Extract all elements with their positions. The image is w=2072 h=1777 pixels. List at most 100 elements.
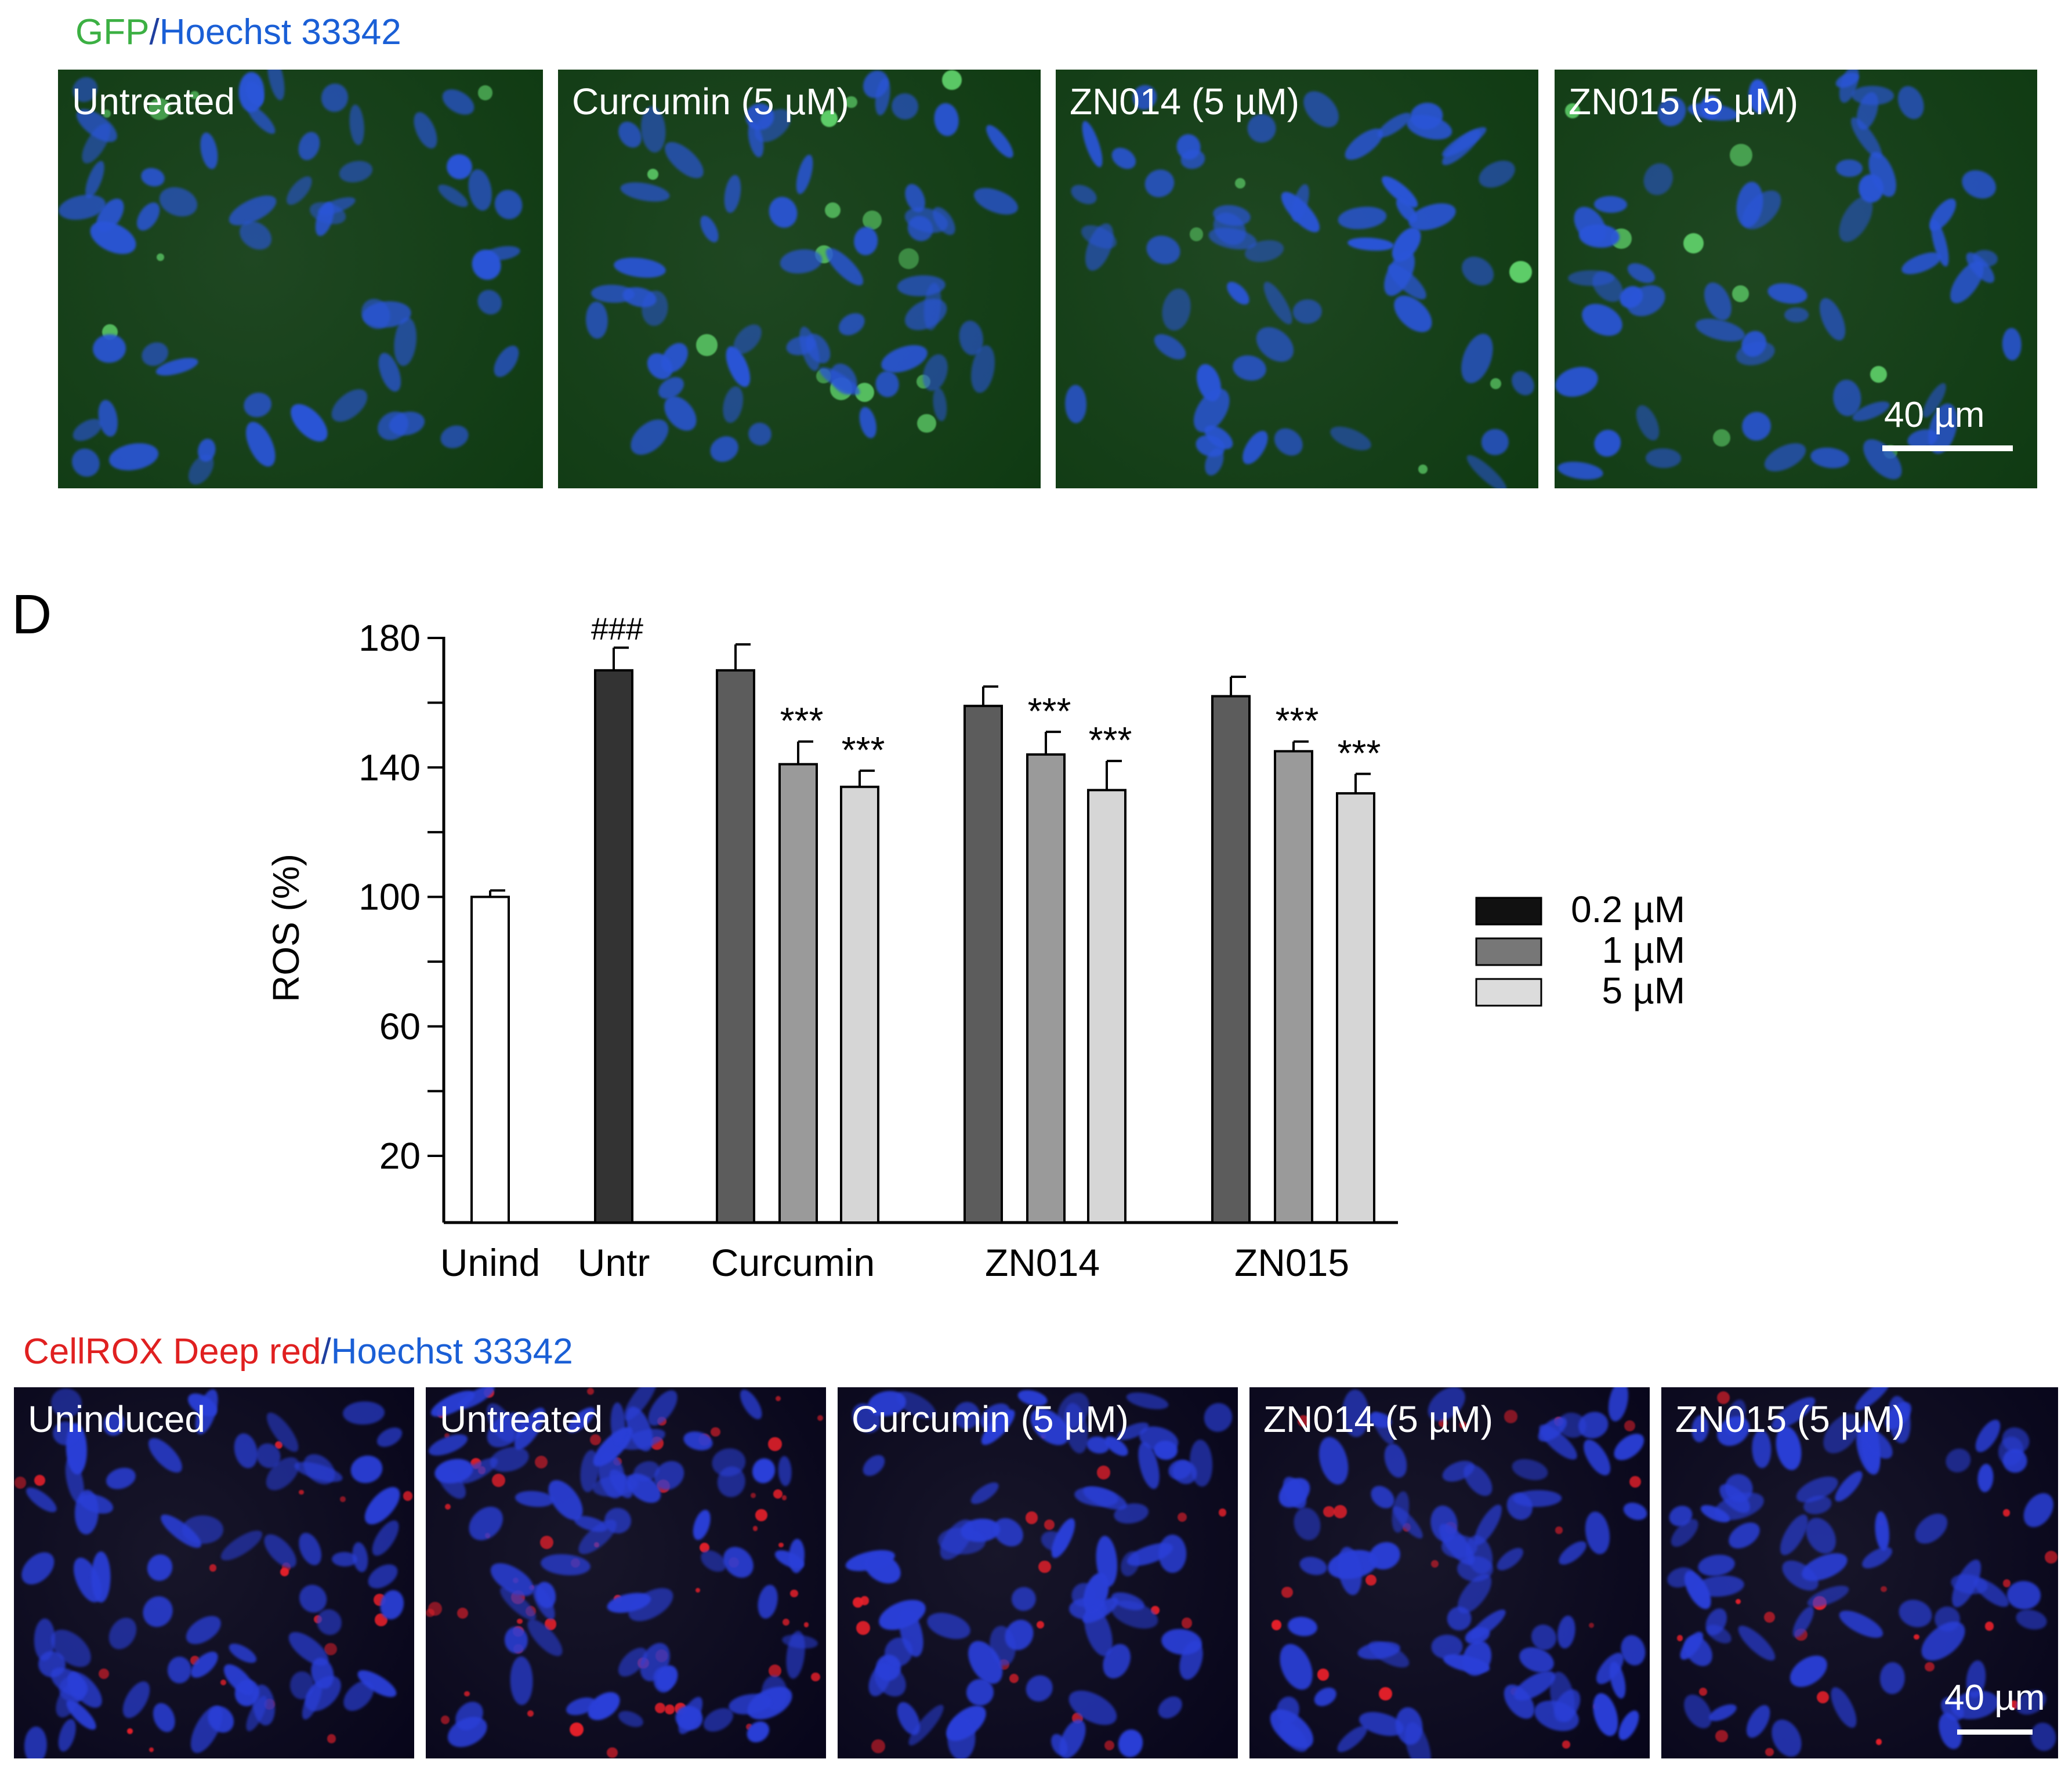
nucleus bbox=[358, 1481, 406, 1531]
legend-label: 1 µM bbox=[1602, 929, 1685, 971]
nucleus bbox=[197, 130, 220, 171]
nucleus bbox=[1909, 1507, 1954, 1550]
nucleus bbox=[1555, 362, 1602, 402]
signal-spot bbox=[190, 90, 200, 100]
nucleus bbox=[1230, 352, 1269, 383]
nucleus bbox=[1158, 1534, 1187, 1573]
signal-spot bbox=[1870, 365, 1888, 383]
nucleus bbox=[1894, 1595, 1936, 1632]
nucleus bbox=[434, 180, 471, 211]
bar bbox=[594, 669, 633, 1224]
bar bbox=[1336, 792, 1375, 1224]
top-panel-zn014: ZN014 (5 µM) bbox=[1056, 70, 1538, 488]
nucleus bbox=[503, 1625, 529, 1654]
nucleus bbox=[437, 422, 472, 452]
signal-spot bbox=[444, 1433, 450, 1439]
nucleus bbox=[373, 1423, 405, 1451]
nucleus bbox=[1310, 1683, 1340, 1710]
signal-spot bbox=[1036, 1621, 1044, 1629]
bottom-stain-label: CellROX Deep red/Hoechst 33342 bbox=[23, 1331, 573, 1372]
nucleus bbox=[107, 439, 161, 474]
signal-spot bbox=[586, 1387, 594, 1395]
signal-spot bbox=[157, 253, 165, 261]
y-tick-label: 100 bbox=[358, 876, 421, 918]
nucleus bbox=[465, 167, 495, 212]
signal-spot bbox=[607, 1747, 618, 1758]
nucleus bbox=[722, 173, 744, 214]
bar bbox=[1087, 789, 1126, 1224]
signal-spot bbox=[1431, 1560, 1439, 1568]
nucleus bbox=[226, 1640, 260, 1667]
nucleus bbox=[658, 136, 709, 184]
nucleus bbox=[1141, 165, 1179, 202]
nucleus bbox=[1741, 1702, 1775, 1742]
nucleus bbox=[1078, 118, 1107, 169]
panel-label: ZN015 (5 µM) bbox=[1675, 1398, 1906, 1440]
signal-spot bbox=[647, 169, 658, 180]
nucleus bbox=[22, 1483, 60, 1516]
significance-label: *** bbox=[1276, 700, 1319, 742]
nucleus bbox=[91, 1551, 111, 1603]
legend-swatch bbox=[1475, 897, 1542, 926]
nucleus bbox=[1199, 1398, 1237, 1437]
signal-spot bbox=[845, 96, 857, 108]
nucleus bbox=[585, 300, 608, 339]
signal-spot bbox=[477, 85, 493, 100]
bar bbox=[963, 705, 1003, 1224]
nucleus bbox=[1336, 204, 1388, 231]
nucleus bbox=[1809, 445, 1851, 470]
x-category-label: Curcumin bbox=[711, 1241, 875, 1284]
signal-spot bbox=[898, 248, 919, 269]
scale-bar-label: 40 µm bbox=[1944, 1678, 2045, 1718]
signal-spot bbox=[773, 1489, 783, 1499]
nucleus bbox=[1859, 1543, 1896, 1573]
bottom-panel-untreated: Untreated bbox=[426, 1387, 826, 1758]
signal-spot bbox=[1555, 1526, 1563, 1534]
nucleus bbox=[1258, 278, 1298, 328]
bar bbox=[1026, 753, 1066, 1224]
signal-spot bbox=[778, 1542, 784, 1548]
nucleus bbox=[888, 89, 922, 123]
signal-spot bbox=[1317, 1668, 1330, 1681]
legend-label: 5 µM bbox=[1602, 970, 1685, 1011]
nucleus bbox=[1009, 1584, 1038, 1613]
signal-spot bbox=[1096, 1466, 1110, 1479]
nucleus bbox=[509, 1656, 534, 1705]
nucleus bbox=[95, 398, 121, 438]
nucleus bbox=[1578, 1435, 1616, 1480]
x-category-label: Unind bbox=[440, 1241, 540, 1284]
nucleus bbox=[294, 1529, 326, 1569]
nucleus bbox=[342, 1400, 386, 1426]
top-stain-part-3: Hoechst 33342 bbox=[159, 12, 401, 52]
y-tick-label: 180 bbox=[358, 617, 421, 659]
signal-spot bbox=[148, 1747, 154, 1753]
nucleus bbox=[1237, 427, 1273, 469]
nucleus bbox=[166, 1656, 192, 1684]
signal-spot bbox=[1683, 233, 1704, 254]
panel-label: ZN014 (5 µM) bbox=[1263, 1398, 1494, 1440]
nucleus bbox=[1068, 181, 1100, 208]
nucleus bbox=[1475, 155, 1520, 193]
nucleus bbox=[1645, 448, 1682, 469]
signal-spot bbox=[782, 1618, 789, 1626]
signal-spot bbox=[220, 1679, 227, 1685]
nucleus bbox=[1556, 459, 1604, 483]
signal-spot bbox=[2002, 1509, 2011, 1517]
nucleus bbox=[777, 1455, 793, 1486]
signal-spot bbox=[1504, 1410, 1517, 1423]
nucleus bbox=[1593, 195, 1628, 214]
signal-spot bbox=[1712, 429, 1731, 447]
signal-spot bbox=[1379, 1687, 1392, 1700]
nucleus bbox=[336, 158, 375, 186]
nucleus bbox=[1784, 1649, 1833, 1694]
nucleus bbox=[487, 1443, 532, 1476]
nucleus bbox=[1506, 367, 1538, 400]
y-axis-label: ROS (%) bbox=[265, 854, 307, 1002]
nucleus bbox=[932, 101, 961, 137]
nucleus bbox=[947, 1716, 976, 1758]
nucleus bbox=[792, 153, 817, 196]
signal-spot bbox=[1490, 378, 1501, 389]
scale-bar-label: 40 µm bbox=[1884, 395, 1985, 435]
signal-spot bbox=[340, 1496, 346, 1502]
bar bbox=[716, 669, 755, 1224]
